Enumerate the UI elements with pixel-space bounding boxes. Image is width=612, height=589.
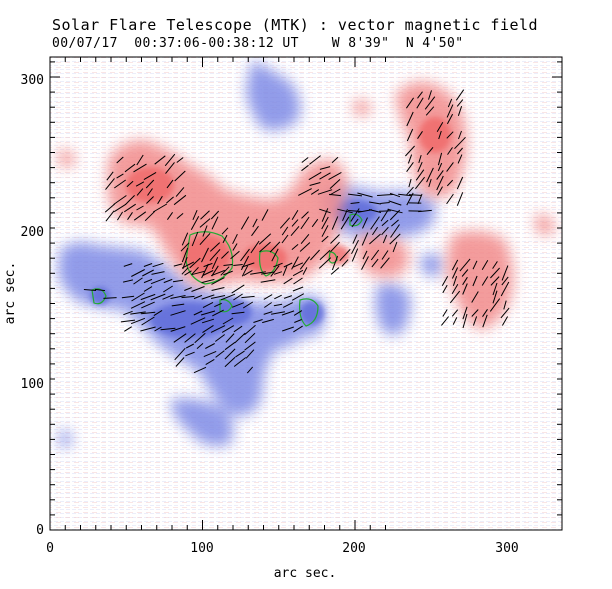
x-tick-300: 300	[495, 541, 518, 556]
y-tick-100: 100	[21, 377, 44, 392]
y-tick-300: 300	[21, 73, 44, 88]
y-axis-label: arc sec.	[3, 262, 18, 325]
x-tick-0: 0	[46, 541, 54, 556]
y-tick-0: 0	[36, 523, 44, 538]
y-tick-200: 200	[21, 225, 44, 240]
magnetogram-image	[50, 57, 562, 530]
x-tick-200: 200	[342, 541, 365, 556]
x-tick-100: 100	[190, 541, 213, 556]
x-axis-label: arc sec.	[274, 566, 337, 581]
